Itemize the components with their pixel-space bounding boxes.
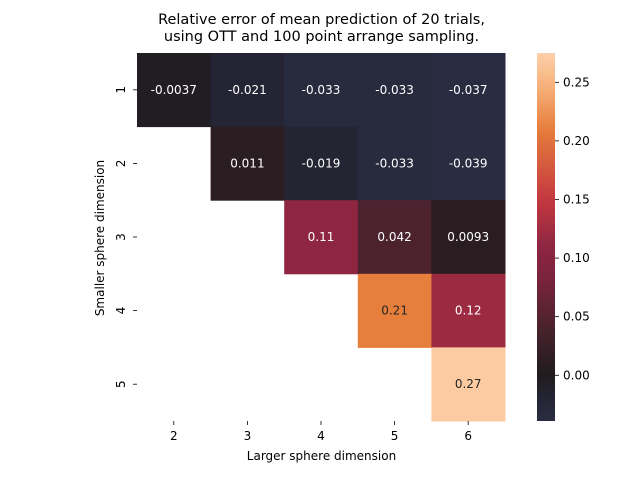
x-tick-label: 6 <box>464 429 472 443</box>
x-tick-label: 3 <box>244 429 252 443</box>
cell-value-label: -0.039 <box>449 156 488 170</box>
heatmap-cell <box>357 273 432 348</box>
heatmap-cell <box>357 200 432 275</box>
colorbar-tick-label: 0.05 <box>563 310 590 324</box>
heatmap-cell <box>284 126 359 201</box>
y-tick-label: 2 <box>114 160 128 168</box>
y-tick-label: 4 <box>114 307 128 315</box>
y-axis-label: Smaller sphere dimension <box>93 159 107 317</box>
x-tick-label: 5 <box>391 429 399 443</box>
colorbar-tick-label: 0.25 <box>563 75 590 89</box>
heatmap-cell <box>431 273 506 348</box>
heatmap-cell <box>284 200 359 275</box>
cell-value-label: -0.021 <box>228 83 267 97</box>
colorbar <box>537 53 555 421</box>
heatmap-cell <box>357 53 432 128</box>
cell-value-label: -0.033 <box>302 83 341 97</box>
cell-value-label: 0.11 <box>308 230 335 244</box>
heatmap-cell <box>137 53 212 128</box>
heatmap-cell <box>431 347 506 422</box>
heatmap-cell <box>210 126 285 201</box>
cell-value-label: 0.21 <box>381 304 408 318</box>
heatmap-cell <box>431 200 506 275</box>
cell-value-label: -0.037 <box>449 83 488 97</box>
colorbar-tick-label: 0.00 <box>563 368 590 382</box>
cell-value-label: 0.011 <box>230 156 264 170</box>
x-axis-label: Larger sphere dimension <box>246 449 397 463</box>
heatmap-cell <box>210 53 285 128</box>
heatmap-cell <box>431 53 506 128</box>
y-tick-label: 3 <box>114 233 128 241</box>
cell-value-label: -0.019 <box>302 156 341 170</box>
colorbar-tick-label: 0.20 <box>563 134 590 148</box>
heatmap-cell <box>431 126 506 201</box>
cell-value-label: 0.12 <box>455 304 482 318</box>
cell-value-label: -0.033 <box>375 156 414 170</box>
colorbar-tick-label: 0.10 <box>563 251 590 265</box>
heatmap-cell <box>284 53 359 128</box>
y-tick-label: 1 <box>114 86 128 94</box>
chart-title-line-1: Relative error of mean prediction of 20 … <box>158 12 485 28</box>
x-tick-label: 4 <box>317 429 325 443</box>
cell-value-label: 0.042 <box>377 230 411 244</box>
cell-value-label: -0.033 <box>375 83 414 97</box>
chart-title-line-2: using OTT and 100 point arrange sampling… <box>163 29 480 45</box>
cell-value-label: 0.0093 <box>447 230 489 244</box>
cell-value-label: 0.27 <box>455 377 482 391</box>
cell-value-label: -0.0037 <box>151 83 197 97</box>
x-tick-label: 2 <box>170 429 178 443</box>
y-tick-label: 5 <box>114 380 128 388</box>
colorbar-tick-label: 0.15 <box>563 192 590 206</box>
heatmap-cell <box>357 126 432 201</box>
